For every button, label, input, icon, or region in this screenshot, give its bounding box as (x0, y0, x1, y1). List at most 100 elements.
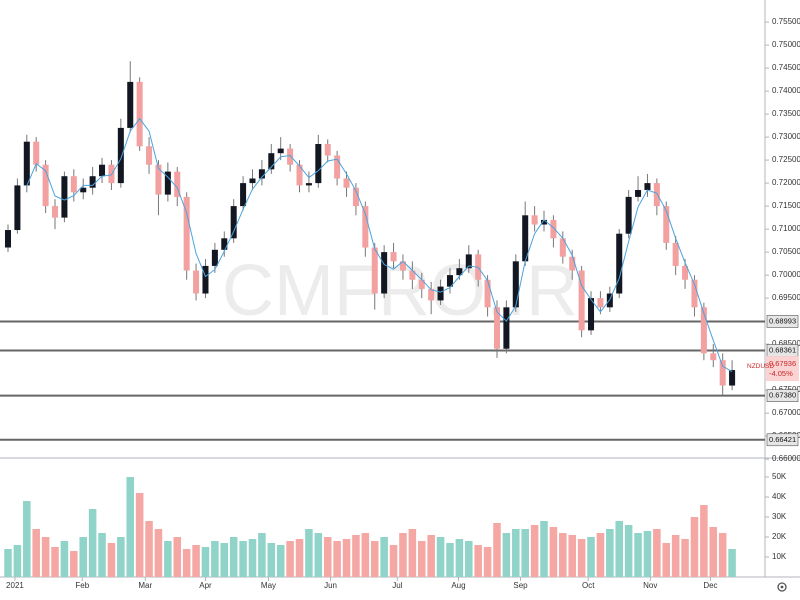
volume-bar (559, 533, 567, 577)
level-label: 0.68993 (769, 316, 796, 325)
volume-bar (239, 541, 247, 577)
candle-body (362, 206, 369, 248)
candle-body (70, 176, 77, 193)
candle-body (606, 293, 613, 308)
candle-body (484, 279, 491, 308)
volume-bar (606, 529, 614, 577)
candle-body (465, 254, 472, 269)
candle-body (550, 219, 557, 239)
volume-tick-label: 30K (772, 512, 787, 521)
last-price-box (766, 356, 799, 382)
candle-body (146, 146, 153, 165)
volume-bar (380, 537, 388, 577)
candle-body (503, 307, 510, 349)
settings-icon[interactable] (777, 582, 787, 592)
volume-tick-label: 40K (772, 492, 787, 501)
volume-bar (295, 539, 304, 577)
candle-body (258, 169, 265, 179)
volume-bar (211, 541, 219, 577)
volume-bar (446, 543, 454, 577)
volume-bar (60, 541, 69, 577)
volume-bar (70, 551, 78, 577)
y-tick-label: 0.70500 (772, 247, 800, 256)
volume-bar (427, 535, 435, 577)
volume-bar (455, 539, 464, 577)
volume-bar (615, 521, 624, 577)
volume-bar (483, 547, 492, 577)
candle-body (493, 307, 501, 349)
candle-body (240, 183, 247, 207)
volume-bar (596, 533, 605, 577)
volume-bar (521, 529, 529, 577)
candle-body (456, 268, 463, 276)
candle-body (531, 215, 538, 225)
volume-bar (361, 533, 370, 577)
volume-bar (577, 539, 586, 577)
x-tick-label: Nov (643, 581, 657, 590)
level-label: 0.67380 (769, 391, 796, 400)
candle-body (597, 298, 604, 308)
volume-bar (107, 543, 116, 577)
volume-bar (653, 529, 661, 577)
candle-body (512, 261, 519, 308)
level-label-box (766, 389, 799, 402)
x-tick-label: 2021 (6, 581, 24, 590)
candle-body (682, 265, 689, 280)
candle-body (52, 206, 59, 218)
volume-tick-label: 10K (772, 552, 787, 561)
x-tick-label: Dec (703, 581, 717, 590)
candle-body (710, 353, 717, 361)
volume-bar (98, 533, 106, 577)
price-change: -4.05% (769, 369, 793, 378)
y-tick-label: 0.70000 (772, 270, 800, 279)
y-tick-label: 0.74500 (772, 63, 800, 72)
candle-body (616, 233, 623, 294)
candle-body (334, 155, 341, 179)
volume-bar (267, 543, 276, 577)
candle-body (99, 164, 106, 177)
x-tick-label: Apr (199, 581, 212, 590)
volume-bar (248, 539, 257, 577)
volume-bar (662, 543, 671, 577)
x-tick-label: Mar (138, 581, 152, 590)
candle-body (117, 127, 124, 184)
candle-body (305, 183, 312, 186)
candle-body (569, 256, 576, 271)
volume-bar (624, 525, 633, 577)
candle-body (202, 265, 209, 294)
candle-body (446, 275, 453, 287)
volume-bar (51, 547, 59, 577)
candle-body (691, 279, 698, 308)
volume-bar (192, 545, 200, 577)
y-tick-label: 0.68500 (772, 339, 800, 348)
volume-bar (323, 537, 332, 577)
level-label-box (766, 433, 799, 447)
y-tick-label: 0.72000 (772, 178, 800, 187)
y-tick-label: 0.74000 (772, 86, 800, 95)
candle-body (127, 81, 134, 128)
candle-body (33, 141, 40, 165)
x-tick-label: Feb (75, 581, 89, 590)
volume-bar (41, 537, 50, 577)
volume-bar (286, 541, 294, 577)
volume-bar (502, 533, 511, 577)
volume-bar (643, 531, 652, 577)
level-label-box (766, 315, 799, 328)
y-tick-label: 0.72500 (772, 155, 800, 164)
x-tick-label: Sep (513, 581, 528, 590)
volume-bar (314, 533, 323, 577)
volume-bar (465, 541, 473, 577)
y-tick-label: 0.71500 (772, 201, 800, 210)
y-tick-label: 0.75000 (772, 40, 800, 49)
volume-bar (671, 535, 680, 577)
x-tick-label: Jun (324, 581, 337, 590)
candle-body (644, 183, 651, 191)
y-tick-label: 0.73500 (772, 109, 800, 118)
candle-body (578, 270, 585, 331)
candle-body (287, 148, 294, 165)
candle-body (42, 164, 49, 207)
volume-tick-label: 50K (772, 472, 787, 481)
symbol-label: NZDUSD (747, 363, 774, 370)
